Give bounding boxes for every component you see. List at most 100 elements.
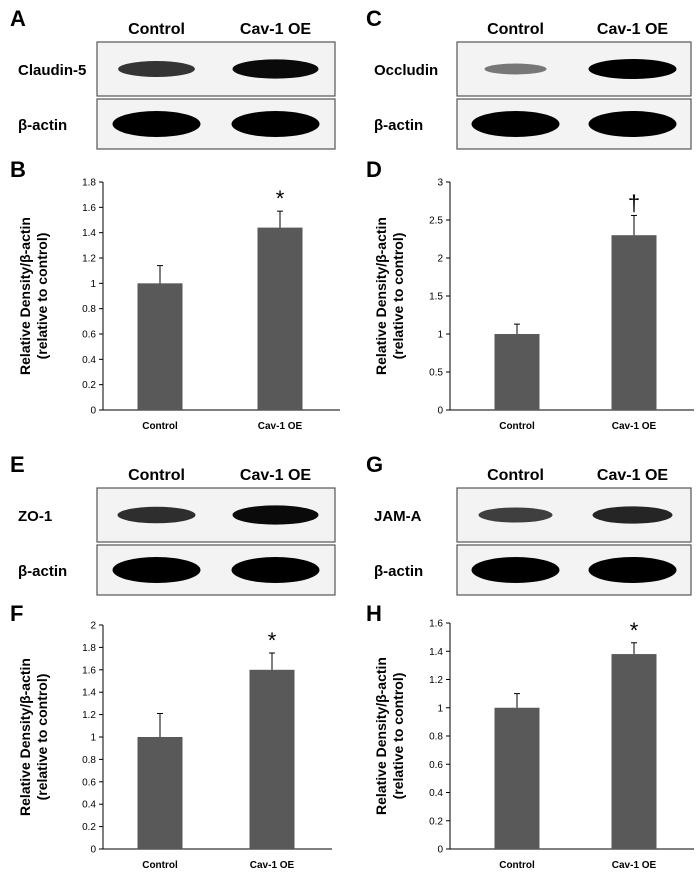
blot-row-label: β-actin: [374, 117, 423, 134]
y-axis-subtitle: (relative to control): [34, 233, 50, 360]
blot-band: [112, 111, 201, 137]
blot-band: [588, 59, 677, 79]
significance-marker: †: [628, 190, 640, 215]
y-axis-subtitle: (relative to control): [34, 674, 50, 801]
bar-chart-d: D 0 0.5 1 1.5 2 2.5 3 Relative Density/β-actin (r…: [366, 157, 694, 432]
bar-control: [137, 283, 183, 410]
y-tick-label: 1: [90, 733, 96, 744]
y-tick-label: 0: [437, 845, 443, 856]
blot-row-label: β-actin: [374, 563, 423, 580]
blot-band: [471, 557, 560, 583]
y-tick-label: 0.5: [429, 368, 443, 379]
blot-band: [592, 506, 673, 524]
panel-label-d: D: [366, 157, 382, 182]
y-tick-label: 0.2: [82, 822, 96, 833]
y-tick-label: 0.6: [82, 777, 96, 788]
blot-column-header: Control: [487, 467, 544, 484]
panel-label-g: G: [366, 452, 383, 477]
y-tick-label: 0.2: [82, 380, 96, 391]
bar-chart-h: H 0 0.2 0.4 0.6 0.8 1 1.2 1.4 1.6 Relative Density…: [366, 601, 694, 871]
panel-label-c: C: [366, 6, 382, 31]
y-tick-label: 1.8: [82, 178, 96, 189]
y-tick-label: 0.4: [429, 788, 443, 799]
significance-marker: *: [630, 618, 639, 643]
blot-band: [588, 111, 677, 137]
blot-column-header: Cav-1 OE: [597, 21, 668, 38]
blot-row-label: ZO-1: [18, 508, 52, 525]
x-category-label: Cav-1 OE: [250, 860, 295, 871]
panel-label-a: A: [10, 6, 26, 31]
significance-marker: *: [276, 186, 285, 211]
bar-control: [494, 334, 540, 410]
blot-column-header: Control: [128, 21, 185, 38]
y-axis-subtitle: (relative to control): [390, 673, 406, 800]
y-tick-label: 0: [90, 845, 96, 856]
blot-band: [117, 506, 196, 524]
bar-control: [137, 737, 183, 849]
y-tick-label: 0.6: [429, 760, 443, 771]
bar-chart-b: B 0 0.2 0.4 0.6 0.8 1 1.2 1.4 1.6 1.8 Relative Dens…: [10, 157, 340, 432]
blot-column-header: Cav-1 OE: [597, 467, 668, 484]
y-tick-label: 1: [437, 330, 443, 341]
blot-column-header: Cav-1 OE: [240, 467, 311, 484]
y-tick-label: 0.8: [82, 304, 96, 315]
panel-label-h: H: [366, 601, 382, 626]
y-tick-label: 0.8: [82, 755, 96, 766]
y-tick-label: 0.4: [82, 355, 96, 366]
blot-band: [231, 557, 320, 583]
y-axis-title: Relative Density/β-actin: [17, 217, 33, 375]
y-tick-label: 0.6: [82, 330, 96, 341]
panel-label-e: E: [10, 452, 25, 477]
blot-row-label: JAM-A: [374, 508, 422, 525]
bar-cav-1-oe: [611, 654, 657, 849]
x-category-label: Control: [499, 860, 535, 871]
y-tick-label: 0.4: [82, 800, 96, 811]
blot-row-label: Occludin: [374, 62, 438, 79]
blot-row-label: β-actin: [18, 563, 67, 580]
blot-band: [588, 557, 677, 583]
y-tick-label: 1.6: [82, 203, 96, 214]
y-tick-label: 1: [90, 279, 96, 290]
y-tick-label: 1.6: [82, 665, 96, 676]
y-tick-label: 1.6: [429, 619, 443, 630]
blot-row-label: Claudin-5: [18, 62, 86, 79]
y-axis-subtitle: (relative to control): [390, 233, 406, 360]
blot-panel-a: A Control Cav-1 OE Claudin-5 β-actin: [10, 6, 336, 150]
y-axis-title: Relative Density/β-actin: [17, 658, 33, 816]
bar-control: [494, 707, 540, 849]
x-category-label: Control: [142, 860, 178, 871]
y-tick-label: 1.2: [82, 254, 96, 265]
bar-cav-1-oe: [257, 227, 303, 410]
blot-band: [232, 59, 319, 79]
blot-band: [232, 505, 319, 525]
y-tick-label: 0: [437, 406, 443, 417]
blot-band: [478, 507, 553, 523]
y-tick-label: 1.8: [82, 643, 96, 654]
x-category-label: Cav-1 OE: [612, 421, 657, 432]
x-category-label: Cav-1 OE: [258, 421, 303, 432]
y-axis-title: Relative Density/β-actin: [373, 217, 389, 375]
x-category-label: Cav-1 OE: [612, 860, 657, 871]
y-tick-label: 0: [90, 406, 96, 417]
panel-label-b: B: [10, 157, 26, 182]
y-tick-label: 2: [90, 621, 96, 632]
blot-column-header: Control: [128, 467, 185, 484]
y-tick-label: 1.5: [429, 292, 443, 303]
blot-band: [231, 111, 320, 137]
blot-band: [484, 63, 547, 75]
y-tick-label: 1.2: [429, 675, 443, 686]
x-category-label: Control: [142, 421, 178, 432]
y-axis-title: Relative Density/β-actin: [373, 657, 389, 815]
bar-chart-f: F 0 0.2 0.4 0.6 0.8 1 1.2 1.4 1.6 1.8 2 Relative Den…: [10, 601, 332, 871]
blot-band: [118, 60, 195, 78]
y-tick-label: 1: [437, 703, 443, 714]
x-category-label: Control: [499, 421, 535, 432]
blot-row-label: β-actin: [18, 117, 67, 134]
significance-marker: *: [268, 628, 277, 653]
blot-column-header: Control: [487, 21, 544, 38]
blot-panel-e: E Control Cav-1 OE ZO-1 β-actin: [10, 452, 336, 596]
y-tick-label: 0.2: [429, 816, 443, 827]
y-tick-label: 1.4: [429, 647, 443, 658]
y-tick-label: 0.8: [429, 732, 443, 743]
